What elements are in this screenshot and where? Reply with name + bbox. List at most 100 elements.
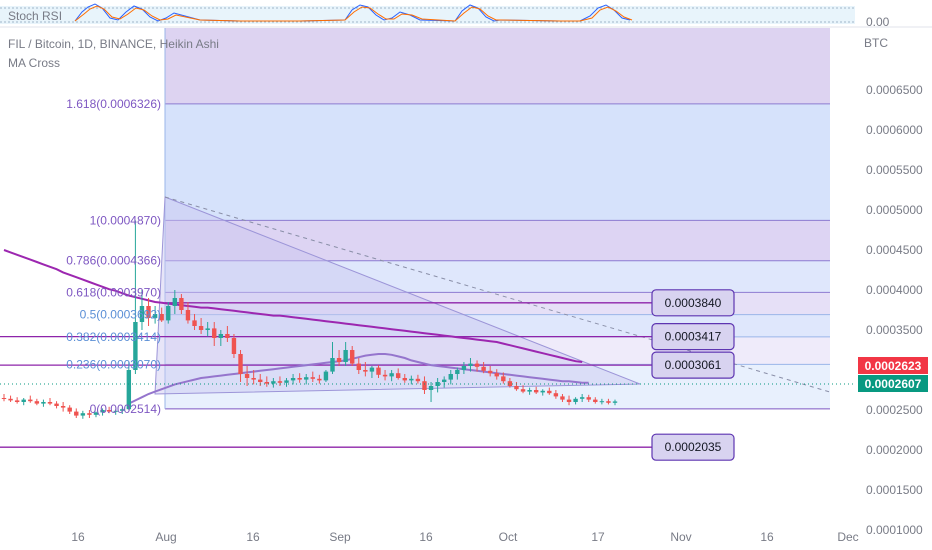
time-tick-label: 17 (591, 530, 605, 544)
fib-labels: 1.618(0.0006326) 1(0.0004870) 0.786(0.0004… (66, 97, 161, 416)
price-tick-label: 0.0002500 (866, 403, 923, 417)
price-level-boxes[interactable]: 0.0003840 0.0003417 0.0003061 0.0002035 (651, 289, 735, 461)
time-tick-label: 16 (760, 530, 774, 544)
price-tick-label: 0.0003500 (866, 323, 923, 337)
candle-body (481, 366, 486, 371)
fib-band-top (165, 28, 830, 104)
candle-body (330, 358, 335, 372)
candle-body (54, 403, 59, 406)
candle-body (14, 400, 20, 402)
candle-body (290, 378, 296, 381)
price-tick-label: 0.0005500 (866, 163, 923, 177)
price-tick-label: 0.0006500 (866, 83, 923, 97)
candle-body (323, 371, 329, 381)
price-level-box[interactable]: 0.0003417 (651, 323, 735, 351)
candle-body (284, 380, 289, 383)
candle-body (218, 334, 224, 338)
candle-body (139, 306, 145, 322)
price-axis[interactable]: 0.0006500 0.0006000 0.0005500 0.0005000 0.00… (866, 83, 923, 537)
candle-body (382, 374, 388, 377)
candle-body (612, 401, 618, 403)
price-level-box[interactable]: 0.0002035 (651, 433, 735, 461)
candle-body (317, 378, 322, 381)
candle-body (258, 379, 263, 382)
candle-body (501, 376, 506, 382)
candle-body (310, 377, 315, 379)
candle-body (579, 397, 585, 399)
candle-body (100, 410, 105, 413)
price-level-box-label: 0.0002035 (665, 440, 722, 454)
fib-level-label: 1(0.0004870) (90, 213, 161, 227)
candle-body (159, 314, 164, 321)
price-level-box-bg[interactable] (651, 433, 735, 461)
time-tick-label: 16 (419, 530, 433, 544)
last-price-tag-label: 0.0002607 (865, 377, 922, 391)
candle-body (238, 354, 243, 374)
fib-level-label: 0.382(0.0003414) (66, 330, 161, 344)
time-tick-label: 16 (246, 530, 260, 544)
time-tick-label: 16 (71, 530, 85, 544)
horizontal-lines[interactable] (0, 302, 652, 448)
indicator-legend[interactable]: MA Cross (8, 56, 61, 70)
candle-body (179, 298, 184, 310)
time-axis[interactable]: 16 Aug 16 Sep 16 Oct 17 Nov 16 Dec (71, 530, 858, 544)
candle-body (126, 370, 132, 410)
price-level-box-bg[interactable] (651, 351, 735, 379)
last-price-tag: 0.0002623 (858, 357, 928, 374)
price-tick-label: 0.0006000 (866, 123, 923, 137)
price-tick-label: 0.0001000 (866, 523, 923, 537)
candle-body (356, 363, 361, 370)
time-tick-label: Oct (499, 530, 518, 544)
price-level-box[interactable]: 0.0003840 (651, 289, 735, 317)
candle-body (264, 382, 269, 384)
time-tick-label: Dec (837, 530, 858, 544)
symbol-legend[interactable]: FIL / Bitcoin, 1D, BINANCE, Heikin Ashi (8, 37, 219, 51)
candle-body (606, 401, 611, 403)
candle-body (120, 409, 125, 411)
fib-band (165, 260, 830, 293)
candle-body (573, 398, 578, 402)
candle-body (244, 374, 250, 378)
candle-body (106, 410, 112, 412)
candle-body (448, 374, 453, 380)
last-price-tag-label: 0.0002623 (865, 359, 922, 373)
candle-body (389, 373, 394, 377)
candle-body (415, 378, 421, 382)
candle-body (593, 399, 598, 402)
candle-body (435, 382, 440, 386)
fib-level-label: 0.5(0.0003692) (80, 308, 161, 322)
candle-body (251, 378, 256, 380)
price-level-box-bg[interactable] (651, 323, 735, 351)
candle-body (172, 298, 178, 306)
candle-body (474, 363, 480, 367)
candle-body (277, 381, 283, 383)
time-tick-label: Nov (670, 530, 691, 544)
price-level-box-bg[interactable] (651, 289, 735, 317)
candle-body (468, 363, 473, 366)
candle-body (60, 406, 66, 408)
candle-body (185, 310, 191, 321)
candle-body (376, 367, 381, 375)
candle-body (599, 401, 605, 403)
price-tags: 0.0002623 0.0002607 (0, 357, 928, 392)
candle-body (363, 370, 368, 372)
price-level-box-label: 0.0003840 (665, 296, 722, 310)
candle-body (192, 320, 197, 326)
stoch-rsi-label: Stoch RSI (8, 9, 62, 23)
candle-body (231, 338, 237, 354)
last-price-tag-bg (858, 375, 928, 392)
ma-short-line (128, 353, 589, 405)
stoch-rsi-d-line (74, 5, 633, 22)
candle-body (455, 370, 460, 374)
candle-body (34, 401, 40, 404)
candle-body (336, 358, 342, 362)
price-level-box[interactable]: 0.0003061 (651, 351, 735, 379)
candle-body (67, 407, 72, 412)
triangle-shape[interactable] (154, 196, 641, 395)
stoch-rsi-value: 0.00 (866, 15, 890, 29)
ma-long-line (3, 249, 583, 363)
candle-body (402, 378, 407, 381)
candle-body (87, 413, 92, 415)
candle-body (271, 381, 276, 384)
